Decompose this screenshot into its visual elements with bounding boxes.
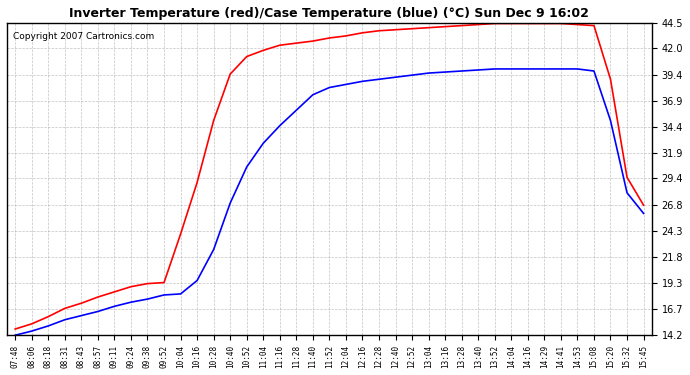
Text: Copyright 2007 Cartronics.com: Copyright 2007 Cartronics.com [13, 32, 155, 41]
Title: Inverter Temperature (red)/Case Temperature (blue) (°C) Sun Dec 9 16:02: Inverter Temperature (red)/Case Temperat… [70, 7, 589, 20]
